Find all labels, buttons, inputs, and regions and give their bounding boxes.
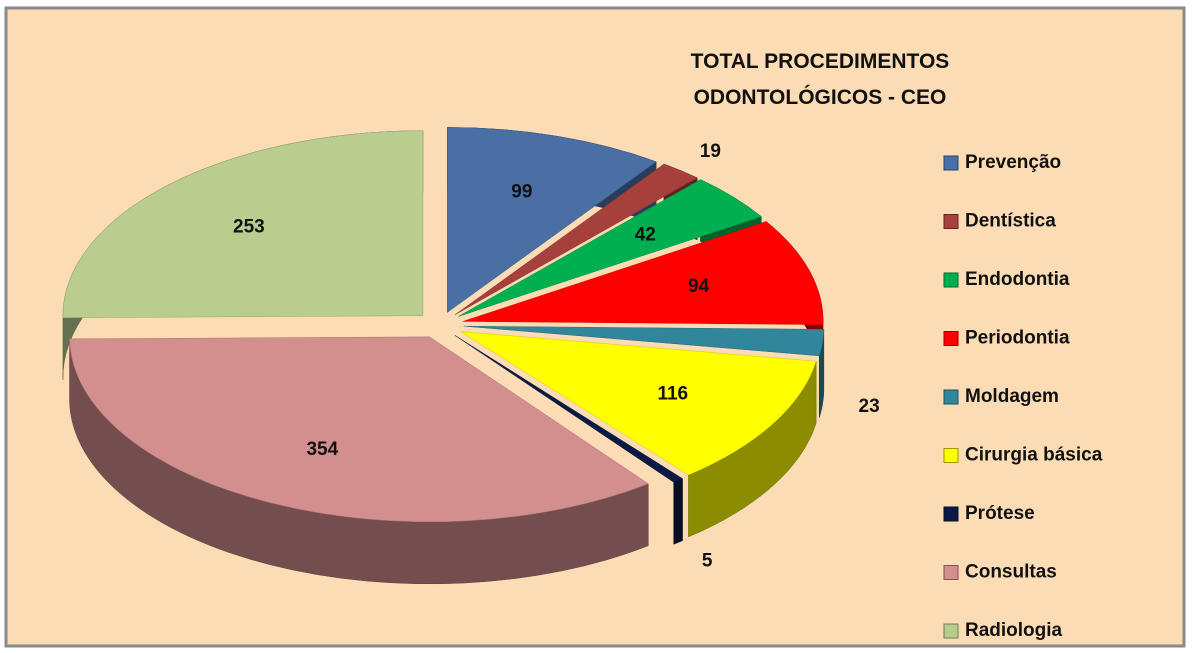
slice: [454, 335, 684, 483]
legend-label: Cirurgia básica: [965, 445, 1103, 466]
legend-swatch: [943, 331, 959, 346]
slice: [463, 221, 824, 325]
legend-swatch: [943, 155, 959, 171]
slice: [460, 331, 817, 476]
legend-label: Prevenção: [965, 152, 1061, 173]
data-label: 5: [702, 550, 713, 571]
legend-swatch: [943, 565, 959, 580]
legend-swatch: [943, 214, 959, 229]
labels: 99 19 42 94 23 116 5 354 253: [233, 141, 880, 571]
tops: [62, 127, 825, 523]
legend-label: Radiologia: [965, 620, 1063, 641]
slice: [458, 179, 762, 317]
legend-swatch: [943, 506, 959, 522]
legend-label: Consultas: [965, 562, 1057, 583]
data-label: 42: [635, 224, 656, 245]
data-label: 99: [511, 182, 532, 203]
data-label: 19: [700, 141, 721, 162]
slice: [69, 336, 649, 523]
legend-label: Moldagem: [965, 386, 1059, 407]
data-label: 354: [306, 439, 338, 460]
slice: [454, 163, 698, 315]
data-label: 116: [657, 384, 688, 405]
data-label: 253: [233, 216, 265, 237]
legend-label: Prótese: [965, 503, 1035, 524]
slice: [447, 127, 657, 313]
legend-label: Periodontia: [965, 328, 1070, 349]
legend-label: Dentística: [965, 211, 1056, 232]
legend-label: Endodontia: [965, 269, 1070, 290]
legend-swatch: [943, 389, 959, 405]
slice-side: [673, 478, 683, 545]
legend-swatch: [943, 448, 959, 463]
chart-title: TOTAL PROCEDIMENTOS ODONTOLÓGICOS - CEO: [690, 50, 950, 109]
slice: [463, 325, 825, 357]
data-label: 23: [859, 396, 880, 417]
legend: Prevenção Dentística Endodontia Periodontia…: [943, 152, 1103, 641]
legend-swatch: [943, 272, 959, 288]
data-label: 94: [688, 276, 710, 297]
slice: [62, 130, 424, 318]
legend-swatch: [943, 623, 959, 639]
